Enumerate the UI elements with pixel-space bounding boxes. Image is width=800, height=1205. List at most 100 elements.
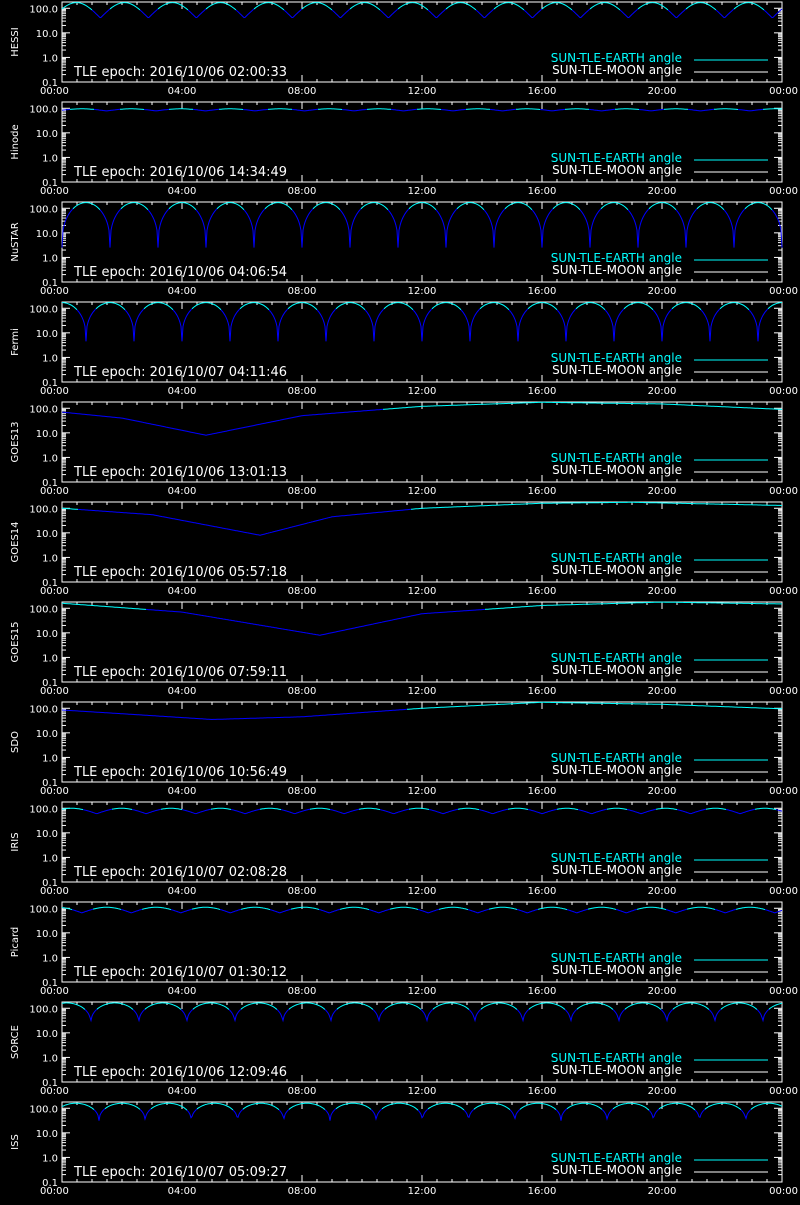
y-tick-label: 10.0 (36, 929, 58, 940)
x-tick-label: 00:00 (40, 586, 69, 597)
series-sun-earth-angle (324, 1108, 337, 1121)
series-sun-earth-angle (523, 8, 543, 19)
legend-moon-label: SUN-TLE-MOON angle (552, 1063, 682, 1077)
series-sun-earth-angle (358, 807, 381, 811)
series-sun-earth-angle (312, 202, 341, 211)
panel-nustar: 100.010.01.00.100:00 04:00 08:00 12:00 16:00… (10, 201, 798, 297)
series-sun-earth-angle (384, 1002, 422, 1010)
series-sun-earth-angle (493, 2, 525, 11)
series-sun-earth-angle (99, 208, 122, 248)
series-sun-earth-angle (196, 1102, 234, 1111)
y-tick-label: 0.1 (42, 878, 58, 889)
series-sun-earth-angle (216, 202, 245, 211)
panel-hinode: 100.010.01.00.100:00 04:00 08:00 12:00 16:00… (10, 101, 798, 197)
x-tick-label: 20:00 (648, 786, 677, 797)
series-sun-earth-angle (754, 807, 777, 811)
series-sun-earth-angle (240, 1002, 278, 1010)
epoch-label: TLE epoch: 2016/10/06 14:34:49 (73, 165, 287, 180)
epoch-label: TLE epoch: 2016/10/06 05:57:18 (73, 565, 287, 580)
series-sun-earth-angle (381, 1102, 419, 1111)
y-tick-label: 1.0 (42, 853, 58, 864)
series-sun-earth-angle (232, 1108, 244, 1119)
series-sun-earth-angle (440, 108, 467, 112)
series-sun-earth-angle (588, 108, 616, 112)
series-sun-earth-angle (463, 1108, 475, 1119)
x-tick-label: 00:00 (40, 1086, 69, 1097)
series-sun-earth-angle (168, 108, 194, 110)
series-sun-earth-angle (556, 308, 577, 342)
x-tick-label: 04:00 (168, 686, 197, 697)
series-sun-earth-angle (91, 8, 111, 19)
series-sun-earth-angle (417, 908, 440, 914)
series-sun-earth-angle (329, 808, 360, 815)
series-sun-earth-angle (527, 808, 558, 815)
panel-fermi: 100.010.01.00.100:00 04:00 08:00 12:00 16:00… (10, 301, 798, 397)
series-sun-earth-angle (291, 208, 314, 248)
series-sun-earth-angle (111, 807, 133, 810)
x-tick-label: 12:00 (408, 1086, 437, 1097)
series-sun-earth-angle (230, 808, 261, 815)
panel-sdo: 100.010.01.00.100:00 04:00 08:00 12:00 16:00… (10, 701, 798, 797)
x-tick-label: 16:00 (528, 386, 557, 397)
x-tick-label: 16:00 (528, 1186, 557, 1197)
series-sun-earth-angle (62, 507, 79, 510)
series-sun-earth-angle (587, 906, 617, 910)
series-sun-earth-angle (665, 908, 688, 914)
x-tick-label: 08:00 (288, 1086, 317, 1097)
series-sun-earth-angle (527, 302, 558, 311)
series-sun-earth-angle (636, 906, 667, 911)
series-sun-earth-angle (61, 1002, 86, 1010)
x-tick-label: 20:00 (648, 986, 677, 997)
x-tick-label: 00:00 (40, 86, 69, 97)
x-tick-label: 08:00 (288, 486, 317, 497)
x-tick-label: 00:00 (40, 386, 69, 397)
panel-goes14: 100.010.01.00.100:00 04:00 08:00 12:00 16:00… (10, 501, 798, 597)
legend-moon-label: SUN-TLE-MOON angle (552, 163, 682, 177)
series-sun-earth-angle (366, 108, 392, 110)
series-sun-earth-angle (379, 8, 399, 19)
series-sun-earth-angle (172, 308, 193, 342)
x-tick-label: 08:00 (288, 586, 317, 597)
y-tick-label: 1.0 (42, 253, 58, 264)
x-tick-label: 00:00 (769, 1186, 798, 1197)
y-axis-label: Fermi (10, 328, 21, 356)
series-sun-earth-angle (467, 908, 490, 914)
x-tick-label: 04:00 (168, 186, 197, 197)
x-tick-label: 00:00 (40, 986, 69, 997)
series-sun-earth-angle (432, 1002, 470, 1010)
series-sun-earth-angle (92, 906, 122, 910)
series-sun-earth-angle (383, 302, 414, 311)
series-sun-earth-angle (268, 308, 289, 342)
series-sun-earth-angle (61, 108, 71, 111)
y-tick-label: 100.0 (29, 604, 58, 615)
legend-moon-label: SUN-TLE-MOON angle (552, 63, 682, 77)
series-sun-earth-angle (428, 808, 459, 815)
legend-earth-label: SUN-TLE-EARTH angle (551, 451, 682, 465)
x-tick-label: 16:00 (528, 586, 557, 597)
series-sun-earth-angle (61, 208, 74, 248)
series-sun-earth-angle (767, 302, 782, 310)
legend-moon-label: SUN-TLE-MOON angle (552, 963, 682, 977)
series-sun-earth-angle (316, 308, 337, 342)
panel-goes15: 100.010.01.00.100:00 04:00 08:00 12:00 16:00… (10, 601, 798, 697)
series-sun-earth-angle (168, 202, 197, 211)
panel-picard: 100.010.01.00.100:00 04:00 08:00 12:00 16:00… (10, 901, 798, 997)
series-sun-earth-angle (69, 108, 95, 110)
series-sun-earth-angle (410, 501, 782, 510)
series-sun-earth-angle (685, 2, 717, 11)
y-axis-label: NuSTAR (10, 222, 21, 261)
series-sun-earth-angle (552, 202, 581, 211)
series-sun-earth-angle (240, 906, 271, 911)
series-sun-earth-angle (264, 202, 293, 211)
x-tick-label: 00:00 (40, 1186, 69, 1197)
legend-earth-label: SUN-TLE-EARTH angle (551, 551, 682, 565)
series-sun-earth-angle (537, 906, 568, 911)
x-tick-label: 12:00 (408, 586, 437, 597)
series-sun-earth-angle (740, 1109, 752, 1120)
series-sun-earth-angle (694, 1108, 706, 1119)
series-sun-earth-angle (339, 208, 362, 248)
series-sun-earth-angle (61, 408, 383, 436)
legend-moon-label: SUN-TLE-MOON angle (552, 563, 682, 577)
series-sun-earth-angle (714, 108, 739, 110)
series-sun-earth-angle (324, 1008, 338, 1023)
